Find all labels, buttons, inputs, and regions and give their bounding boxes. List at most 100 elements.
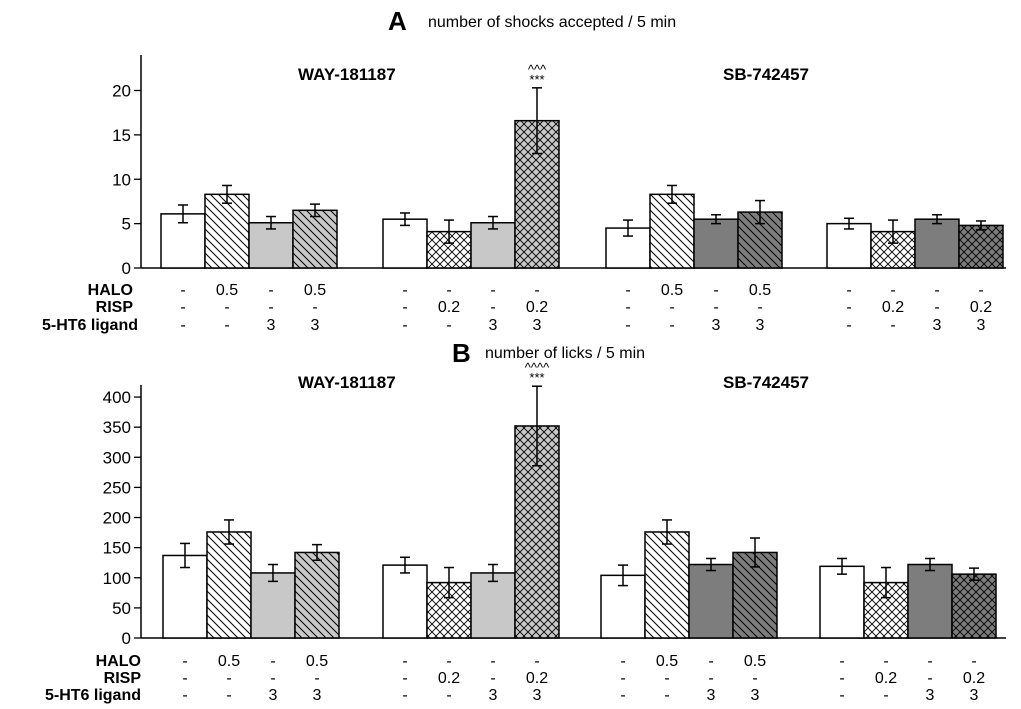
panel-b-significance-mark: ***: [529, 370, 544, 385]
panel-a-treatment-value: -: [625, 317, 630, 334]
panel-b-bar: [294, 551, 340, 639]
panel-a-treatment-value: 0.2: [526, 299, 548, 316]
panel-b-treatment-value: 3: [970, 687, 979, 704]
panel-a-row-label-halo: HALO: [88, 282, 133, 299]
panel-b-treatment-value: -: [927, 653, 932, 670]
panel-b-bar: [250, 572, 296, 639]
panel-a-treatment-value: -: [669, 317, 674, 334]
panel-a-treatment-value: -: [890, 317, 895, 334]
panel-b-row-label-halo: HALO: [96, 653, 141, 670]
panel-b-treatment-value: -: [752, 670, 757, 687]
panel-a-bar: [826, 222, 872, 269]
panel-a-treatment-value: 3: [712, 317, 721, 334]
panel-b-treatment-value: -: [490, 653, 495, 670]
panel-a-treatment-value: 3: [311, 317, 320, 334]
panel-b-treatment-value: -: [446, 687, 451, 704]
panel-b-treatment-value: -: [270, 670, 275, 687]
panel-b: B number of licks / 5 min WAY-181187 SB-…: [45, 338, 1006, 704]
panel-a-treatment-value: -: [402, 282, 407, 299]
panel-a-treatment-value: -: [757, 299, 762, 316]
panel-a-treatment-value: 3: [267, 317, 276, 334]
panel-a-treatment-value: -: [180, 282, 185, 299]
panel-a-bar: [248, 221, 294, 269]
panel-a-treatment-value: -: [224, 317, 229, 334]
panel-a-y-tick-label: 10: [112, 170, 131, 189]
panel-a-treatment-value: -: [268, 299, 273, 316]
panel-b-treatment-value: -: [314, 670, 319, 687]
panel-b-treatment-value: 0.2: [875, 670, 897, 687]
panel-b-bar: [951, 573, 997, 639]
panel-a-bar: [204, 193, 250, 269]
panel-a-treatment-value: 3: [977, 317, 986, 334]
panel-a-treatment-value: -: [846, 299, 851, 316]
panel-a: A number of shocks accepted / 5 min WAY-…: [42, 6, 1006, 334]
panel-b-treatment-value: 3: [751, 687, 760, 704]
panel-a-treatment-value: -: [846, 317, 851, 334]
panel-a-bar: [958, 224, 1004, 269]
panel-b-y-tick-label: 150: [103, 539, 131, 558]
panel-a-treatment-value: -: [402, 299, 407, 316]
panel-b-treatment-value: -: [839, 670, 844, 687]
panel-a-treatment-value: 0.2: [882, 299, 904, 316]
panel-a-treatment-value: -: [446, 282, 451, 299]
panel-a-treatment-value: 3: [533, 317, 542, 334]
panel-a-treatment-value: -: [846, 282, 851, 299]
panel-a-treatment-value: -: [180, 299, 185, 316]
panel-b-bar: [688, 563, 734, 639]
panel-b-bar: [470, 572, 516, 639]
panel-b-treatment-value: 3: [269, 687, 278, 704]
panel-b-treatment-value: -: [182, 653, 187, 670]
panel-b-treatment-value: 3: [489, 687, 498, 704]
panel-a-y-tick-label: 20: [112, 82, 131, 101]
panel-b-treatment-value: 3: [313, 687, 322, 704]
panel-b-treatment-value: -: [927, 670, 932, 687]
panel-b-title: number of licks / 5 min: [485, 345, 645, 362]
panel-b-row-label-ligand: 5-HT6 ligand: [45, 687, 141, 704]
panel-b-treatment-value: -: [620, 670, 625, 687]
panel-b-treatment-value: -: [620, 687, 625, 704]
panel-a-bar: [292, 209, 338, 269]
panel-a-treatment-value: -: [490, 282, 495, 299]
panel-b-bar: [382, 564, 428, 639]
panel-a-treatment-value: -: [934, 299, 939, 316]
panel-a-row-label-ligand: 5-HT6 ligand: [42, 317, 138, 334]
panel-b-treatment-value: -: [534, 653, 539, 670]
panel-a-treatment-value: -: [534, 282, 539, 299]
panel-a-treatment-value: -: [890, 282, 895, 299]
panel-b-treatment-value: -: [708, 653, 713, 670]
panel-b-treatment-value: -: [839, 653, 844, 670]
panel-b-treatment-value: -: [402, 653, 407, 670]
panel-a-treatment-value: -: [713, 299, 718, 316]
panel-b-bar: [907, 563, 953, 639]
panel-b-group-title-2: SB-742457: [723, 373, 809, 392]
panel-b-treatment-value: -: [971, 653, 976, 670]
panel-a-treatment-value: -: [669, 299, 674, 316]
panel-a-treatment-value: -: [268, 282, 273, 299]
panel-b-group-title-1: WAY-181187: [298, 373, 396, 392]
panel-b-treatment-value: -: [839, 687, 844, 704]
panel-a-treatment-value: -: [713, 282, 718, 299]
panel-b-treatment-value: 3: [926, 687, 935, 704]
panel-a-group-title-1: WAY-181187: [298, 65, 396, 84]
panel-a-bar: [649, 193, 695, 269]
panel-b-treatment-value: -: [490, 670, 495, 687]
panel-a-y-tick-label: 5: [122, 215, 131, 234]
panel-a-y-tick-label: 15: [112, 126, 131, 145]
panel-a-y-tick-label: 0: [122, 259, 131, 278]
panel-b-treatment-value: -: [664, 670, 669, 687]
panel-a-treatment-value: -: [490, 299, 495, 316]
panel-a-treatment-value: 0.5: [661, 282, 683, 299]
panel-b-bar: [644, 531, 690, 639]
panel-b-treatment-value: -: [182, 687, 187, 704]
panel-a-treatment-value: -: [625, 282, 630, 299]
panel-b-treatment-value: -: [883, 687, 888, 704]
panel-b-y-tick-label: 50: [112, 599, 131, 618]
panel-b-y-tick-label: 200: [103, 509, 131, 528]
panel-b-treatment-value: -: [446, 653, 451, 670]
panel-b-significance-mark: ^^^^: [525, 360, 550, 375]
panel-b-treatment-value: -: [883, 653, 888, 670]
panel-a-row-label-risp: RISP: [96, 299, 134, 316]
panel-b-treatment-value: 0.2: [438, 670, 460, 687]
panel-b-letter: B: [452, 338, 471, 368]
